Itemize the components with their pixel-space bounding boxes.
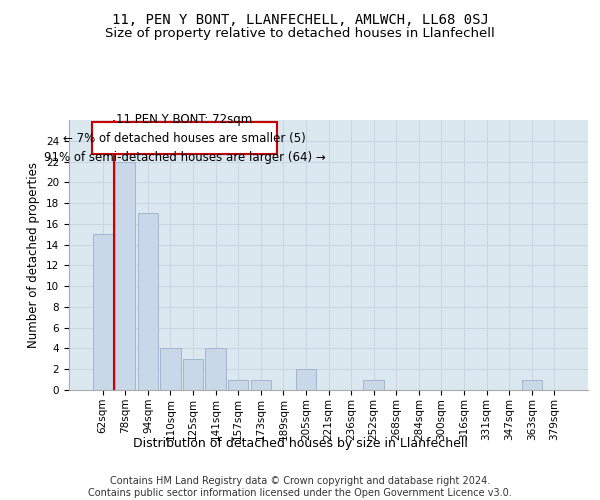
Text: Size of property relative to detached houses in Llanfechell: Size of property relative to detached ho…	[105, 28, 495, 40]
Bar	[205, 348, 226, 390]
Y-axis label: Number of detached properties: Number of detached properties	[28, 162, 40, 348]
Bar	[521, 380, 542, 390]
Bar	[160, 348, 181, 390]
Text: 11, PEN Y BONT, LLANFECHELL, AMLWCH, LL68 0SJ: 11, PEN Y BONT, LLANFECHELL, AMLWCH, LL6…	[112, 12, 488, 26]
Bar	[115, 162, 136, 390]
FancyBboxPatch shape	[92, 122, 277, 154]
Text: Distribution of detached houses by size in Llanfechell: Distribution of detached houses by size …	[133, 438, 467, 450]
Bar	[183, 359, 203, 390]
Bar	[228, 380, 248, 390]
Text: Contains HM Land Registry data © Crown copyright and database right 2024.
Contai: Contains HM Land Registry data © Crown c…	[88, 476, 512, 498]
Text: 11 PEN Y BONT: 72sqm
← 7% of detached houses are smaller (5)
91% of semi-detache: 11 PEN Y BONT: 72sqm ← 7% of detached ho…	[44, 112, 325, 164]
Bar	[364, 380, 384, 390]
Bar	[138, 214, 158, 390]
Bar	[92, 234, 113, 390]
Bar	[296, 369, 316, 390]
Bar	[251, 380, 271, 390]
